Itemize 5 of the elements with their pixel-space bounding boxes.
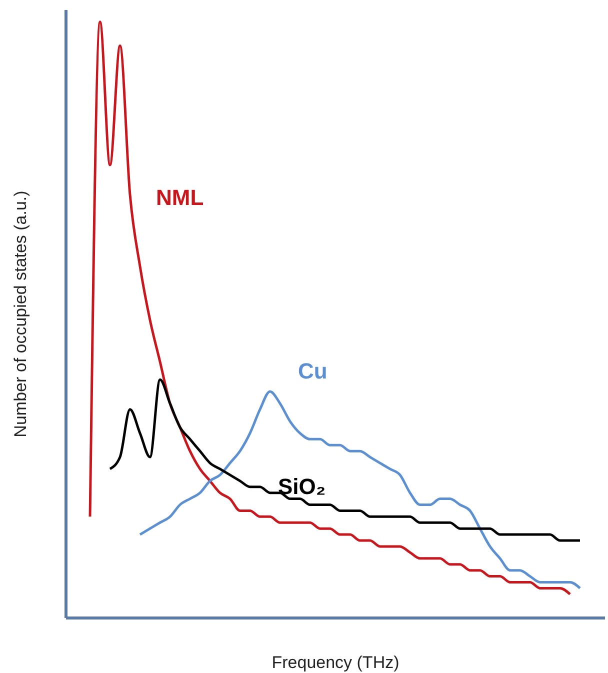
series-label: NML	[156, 184, 204, 210]
x-axis-title: Frequency (THz)	[272, 653, 400, 672]
series-label: SiO₂	[278, 474, 326, 499]
series-label: Cu	[298, 358, 328, 384]
y-axis-title: Number of occupied states (a.u.)	[11, 190, 30, 438]
